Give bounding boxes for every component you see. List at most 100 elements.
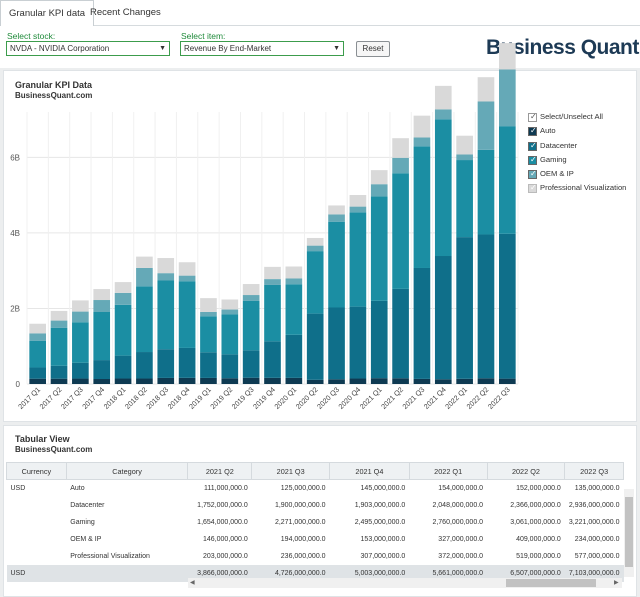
bar-segment	[456, 135, 473, 155]
checkbox-checked-icon: ✓	[528, 183, 537, 194]
scroll-left-icon[interactable]: ◀	[190, 580, 195, 586]
bar-segment	[93, 379, 111, 384]
chevron-down-icon: ▼	[333, 45, 340, 52]
legend-label: Datacenter	[540, 140, 578, 150]
checkbox-checked-icon: ✓	[528, 140, 537, 151]
value-cell: 2,048,000,000.0	[432, 501, 484, 509]
column-header[interactable]: Currency	[6, 462, 67, 480]
bar-segment	[221, 309, 239, 315]
table-row: Professional Visualization 203,000,000.0…	[7, 548, 624, 565]
column-header[interactable]: 2022 Q1	[408, 462, 488, 480]
column-header[interactable]: 2021 Q4	[329, 462, 410, 480]
value-cell: 1,752,000,000.0	[197, 501, 248, 509]
bar-segment	[72, 322, 89, 363]
legend-select-all-label: Select/Unselect All	[540, 112, 603, 121]
x-tick-label: 2020 Q3	[315, 385, 341, 411]
x-tick-label: 2018 Q3	[144, 385, 170, 411]
bar-segment	[200, 352, 217, 378]
currency-cell: USD	[10, 484, 26, 492]
value-cell: 2,760,000,000.0	[432, 518, 484, 526]
x-tick-label: 2021 Q1	[358, 385, 384, 411]
value-cell: 154,000,000.0	[438, 484, 484, 492]
column-header[interactable]: 2022 Q3	[564, 462, 624, 480]
bar-segment	[370, 196, 388, 301]
bar-segment	[114, 355, 132, 379]
value-cell: 153,000,000.0	[360, 535, 406, 543]
bar-segment	[413, 146, 431, 268]
column-header[interactable]: 2021 Q2	[187, 462, 253, 480]
y-tick-label: 0	[16, 380, 21, 389]
scrollbar-thumb[interactable]	[506, 579, 596, 587]
bar-segment	[242, 350, 260, 378]
tab-recent-changes[interactable]: Recent Changes	[90, 7, 161, 18]
scrollbar-thumb[interactable]	[625, 497, 633, 567]
legend-label: Auto	[540, 126, 556, 136]
checkbox-checked-icon: ✓	[528, 126, 537, 137]
bar-segment	[285, 266, 303, 279]
x-tick-label: 2022 Q3	[486, 385, 512, 411]
bar-segment	[477, 234, 495, 379]
bar-segment	[499, 378, 516, 384]
bar-segment	[392, 288, 409, 379]
x-tick-label: 2020 Q4	[336, 385, 362, 411]
value-cell: 146,000,000.0	[203, 535, 248, 543]
value-cell: 3,061,000,000.0	[510, 518, 561, 526]
bar-segment	[178, 281, 196, 348]
horizontal-scrollbar[interactable]: ◀ ▶	[188, 578, 622, 588]
value-cell: 234,000,000.0	[574, 535, 620, 543]
x-tick-label: 2017 Q1	[16, 385, 42, 411]
bar-segment	[264, 284, 281, 342]
bar-segment	[136, 352, 153, 379]
total-cell: 3,866,000,000.0	[187, 564, 252, 582]
bar-segment	[221, 354, 239, 379]
stock-select[interactable]: NVDA - NVIDIA Corporation ▼	[6, 41, 170, 56]
x-tick-label: 2018 Q4	[166, 385, 192, 411]
bar-segment	[157, 280, 175, 350]
item-select[interactable]: Revenue By End-Market ▼	[180, 41, 344, 56]
value-cell: 1,903,000,000.0	[354, 501, 406, 509]
x-tick-label: 2022 Q1	[443, 385, 469, 411]
column-header[interactable]: 2021 Q3	[251, 462, 331, 480]
bar-segment	[370, 170, 388, 185]
x-tick-label: 2019 Q4	[251, 385, 277, 411]
x-tick-label: 2017 Q2	[38, 385, 64, 411]
y-tick-label: 2B	[10, 304, 20, 313]
table-row: Gaming 1,654,000,000.0 2,271,000,000.0 2…	[7, 514, 624, 531]
total-cell: 6,507,000,000.0	[487, 564, 565, 582]
bar-segment	[221, 299, 239, 310]
bar-segment	[221, 378, 239, 384]
bar-segment	[328, 214, 345, 222]
bar-segment	[477, 101, 495, 150]
bar-segment	[114, 304, 132, 356]
reset-button[interactable]: Reset	[356, 41, 390, 57]
value-cell: 372,000,000.0	[438, 552, 484, 560]
value-cell: 409,000,000.0	[516, 535, 561, 543]
x-tick-label: 2017 Q4	[80, 385, 106, 411]
value-cell: 2,495,000,000.0	[354, 518, 406, 526]
bar-segment	[285, 334, 303, 378]
vertical-scrollbar[interactable]	[624, 489, 634, 577]
value-cell: 327,000,000.0	[438, 535, 484, 543]
bar-segment	[349, 306, 367, 379]
scroll-right-icon[interactable]: ▶	[614, 580, 619, 586]
bar-segment	[306, 251, 324, 314]
bar-segment	[157, 349, 175, 378]
bar-segment	[349, 194, 367, 207]
bar-segment	[328, 205, 345, 215]
bar-segment	[29, 323, 46, 334]
bar-segment	[72, 378, 89, 384]
category-cell	[66, 564, 188, 582]
legend-label: Professional Visualization	[540, 183, 627, 193]
column-header[interactable]: 2022 Q2	[486, 462, 566, 480]
bar-segment	[328, 307, 345, 380]
column-header[interactable]: Category	[65, 462, 189, 480]
tab-granular-kpi-data[interactable]: Granular KPI data	[0, 0, 95, 27]
bar-segment	[392, 173, 409, 289]
bar-segment	[392, 157, 409, 174]
bar-segment	[29, 333, 46, 341]
x-tick-label: 2021 Q4	[422, 385, 448, 411]
bar-segment	[200, 316, 217, 353]
currency-cell	[7, 531, 67, 548]
value-cell: 125,000,000.0	[280, 484, 326, 492]
bar-segment	[136, 286, 153, 353]
